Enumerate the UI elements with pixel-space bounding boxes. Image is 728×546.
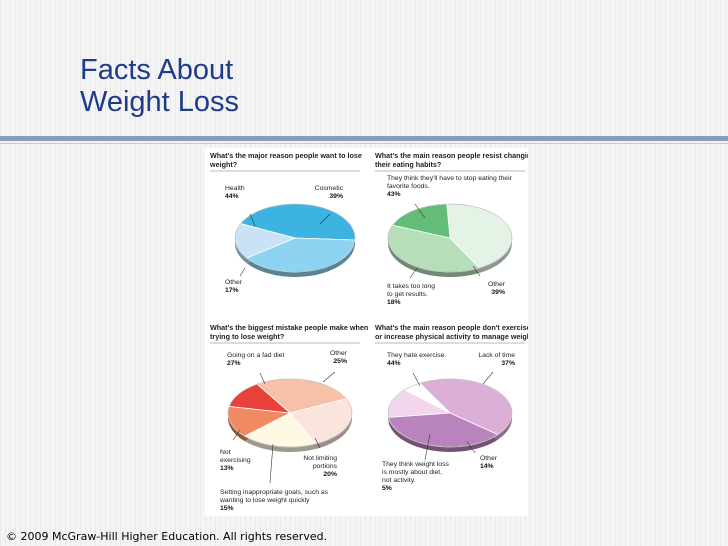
chart-4-label-percent: 44% (387, 360, 401, 367)
chart-1-label-text: Cosmetic (315, 185, 344, 192)
title-line-1: Facts About (80, 54, 234, 86)
title-line-2: Weight Loss (80, 86, 240, 118)
chart-1-leader-line (249, 213, 256, 227)
chart-3-label-percent: 27% (227, 360, 241, 367)
chart-3-leader-line (232, 429, 241, 441)
chart-3-leader-line (314, 437, 321, 449)
title-divider (0, 136, 728, 141)
chart-1-title-line: weight? (209, 160, 237, 169)
title-divider-thin (0, 143, 728, 144)
chart-3-title-line: What's the biggest mistake people make w… (210, 323, 368, 332)
chart-3-label-percent: 13% (220, 465, 234, 472)
chart-4-label-text: Other (480, 455, 498, 462)
chart-3-label-text: Not (220, 449, 231, 456)
chart-2-leader-line (472, 265, 481, 277)
chart-3-label-percent: 20% (323, 471, 337, 478)
chart-1-label-text: Other (225, 279, 243, 286)
chart-3-label-text: wanting to lose weight quickly (219, 497, 310, 504)
pie-charts-svg: What's the major reason people want to l… (209, 151, 528, 512)
chart-3-label-text: Going on a fad diet (227, 352, 285, 359)
chart-4-leader-line (482, 371, 494, 385)
chart-3-pie-outline (227, 378, 353, 448)
chart-4-leader-line (412, 372, 421, 387)
chart-1-label-percent: 39% (329, 193, 343, 200)
chart-3-label-text: exercising (220, 457, 251, 464)
chart-2-pie-outline (387, 203, 513, 273)
chart-2-label-text: Other (488, 281, 506, 288)
chart-3-title-line: trying to lose weight? (210, 332, 284, 341)
chart-2-title-line: their eating habits? (375, 160, 441, 169)
chart-4-pie-outline (387, 378, 513, 448)
chart-3-leader-line (322, 371, 336, 383)
chart-4-label-text: They hate exercise. (387, 352, 446, 359)
chart-3-label-percent: 15% (220, 505, 234, 512)
chart-2-label-text: favorite foods. (387, 183, 430, 190)
chart-4-title-line: or increase physical activity to manage … (375, 332, 528, 341)
chart-4-title-line: What's the main reason people don't exer… (375, 323, 528, 332)
chart-2-label-text: It takes too long (387, 283, 435, 290)
chart-3-label-percent: 25% (333, 358, 347, 365)
chart-4-label-text: They think weight loss (382, 461, 449, 468)
chart-1-leader-line (239, 267, 246, 277)
chart-1-pie-outline (234, 203, 356, 273)
chart-3-label-text: Other (330, 350, 348, 357)
chart-2-leader-line (409, 267, 418, 279)
chart-4-label-percent: 14% (480, 463, 494, 470)
chart-3-leader-line (259, 372, 266, 385)
chart-2-label-percent: 43% (387, 191, 401, 198)
chart-2-title-line: What's the main reason people resist cha… (375, 151, 528, 160)
chart-2-label-percent: 39% (491, 289, 505, 296)
chart-4-label-text: Lack of time (478, 352, 515, 359)
chart-4-label-text: not activity. (382, 477, 416, 484)
chart-1-label-percent: 17% (225, 287, 239, 294)
chart-4-label-percent: 5% (382, 485, 392, 492)
chart-2-leader-line (414, 203, 426, 219)
chart-1-leader-line (319, 213, 331, 225)
chart-3-leader-line (269, 443, 274, 484)
chart-2-label-text: to get results. (387, 291, 428, 298)
chart-1-label-percent: 44% (225, 193, 239, 200)
chart-3-label-text: Not limiting (303, 455, 337, 462)
chart-3-label-text: Setting inappropriate goals, such as (220, 489, 329, 496)
chart-2-label-text: They think they'll have to stop eating t… (387, 175, 513, 182)
chart-4-leader-line (466, 441, 476, 454)
chart-2-label-percent: 18% (387, 299, 401, 306)
pie-charts-panel: What's the major reason people want to l… (205, 148, 528, 516)
copyright-text: © 2009 McGraw-Hill Higher Education. All… (6, 530, 328, 543)
chart-1-title-line: What's the major reason people want to l… (210, 151, 362, 160)
chart-3-label-text: portions (313, 463, 338, 470)
chart-4-leader-line (424, 433, 431, 461)
slide-title: Facts About Weight Loss (80, 54, 239, 118)
chart-4-label-text: is mostly about diet, (382, 469, 442, 476)
chart-4-label-percent: 37% (501, 360, 515, 367)
chart-1-label-text: Health (225, 185, 245, 192)
